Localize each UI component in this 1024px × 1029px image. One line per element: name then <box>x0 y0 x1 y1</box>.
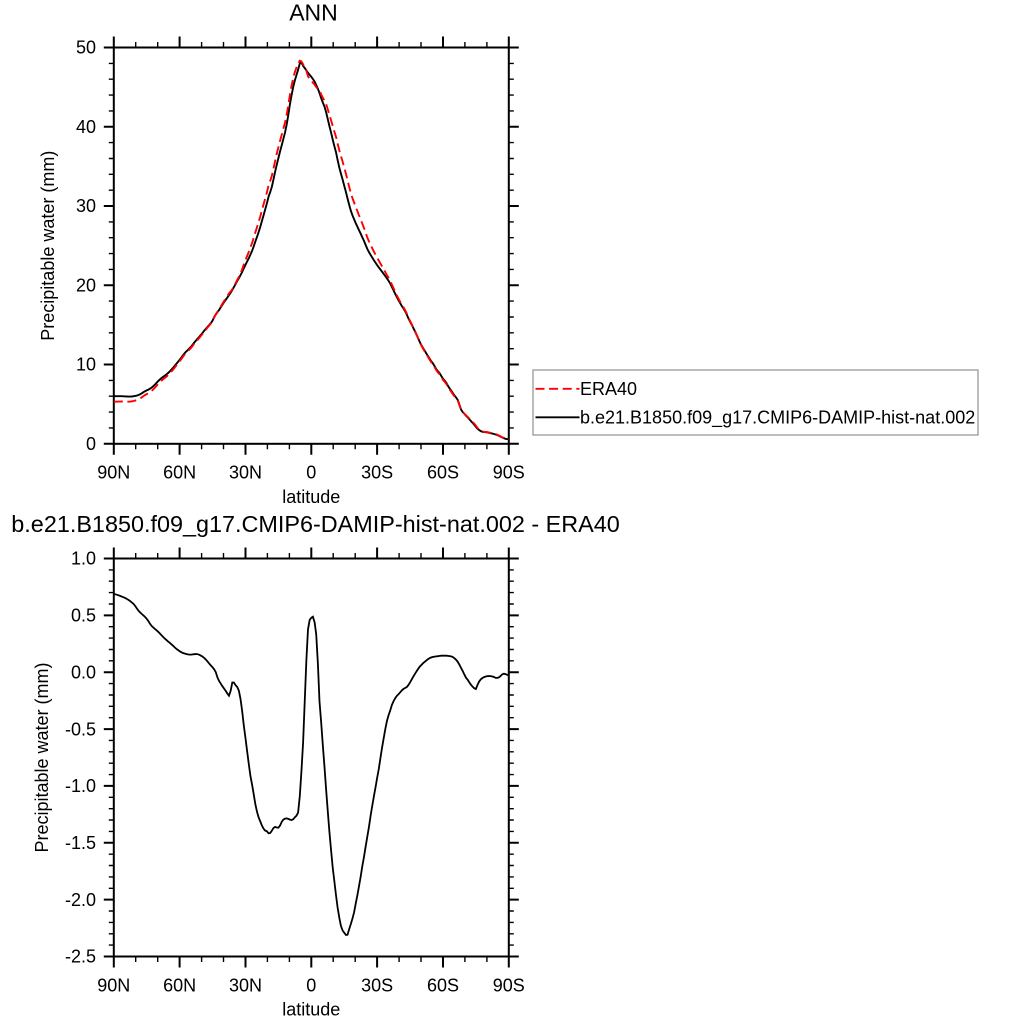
svg-text:40: 40 <box>76 117 96 137</box>
svg-text:60N: 60N <box>163 463 196 483</box>
svg-text:0.0: 0.0 <box>71 662 96 682</box>
svg-text:30N: 30N <box>229 463 262 483</box>
svg-text:50: 50 <box>76 38 96 58</box>
svg-text:1.0: 1.0 <box>71 549 96 569</box>
svg-text:-2.0: -2.0 <box>65 890 96 910</box>
svg-text:b.e21.B1850.f09_g17.CMIP6-DAMI: b.e21.B1850.f09_g17.CMIP6-DAMIP-hist-nat… <box>11 511 620 537</box>
svg-text:60N: 60N <box>163 976 196 996</box>
svg-text:-0.5: -0.5 <box>65 719 96 739</box>
svg-text:90S: 90S <box>493 463 525 483</box>
svg-text:latitude: latitude <box>282 1000 340 1020</box>
svg-text:-2.5: -2.5 <box>65 947 96 967</box>
svg-text:Precipitable water (mm): Precipitable water (mm) <box>38 151 58 341</box>
svg-text:30: 30 <box>76 196 96 216</box>
svg-text:60S: 60S <box>427 463 459 483</box>
svg-text:90N: 90N <box>97 976 130 996</box>
svg-text:-1.5: -1.5 <box>65 833 96 853</box>
svg-text:90N: 90N <box>97 463 130 483</box>
svg-text:30N: 30N <box>229 976 262 996</box>
svg-text:0.5: 0.5 <box>71 606 96 626</box>
svg-text:0: 0 <box>306 463 316 483</box>
svg-text:ERA40: ERA40 <box>580 379 637 399</box>
svg-text:0: 0 <box>306 976 316 996</box>
svg-text:latitude: latitude <box>282 487 340 507</box>
svg-text:60S: 60S <box>427 976 459 996</box>
svg-text:10: 10 <box>76 355 96 375</box>
svg-text:90S: 90S <box>493 976 525 996</box>
svg-text:30S: 30S <box>361 976 393 996</box>
svg-text:20: 20 <box>76 276 96 296</box>
svg-text:0: 0 <box>86 434 96 454</box>
svg-text:b.e21.B1850.f09_g17.CMIP6-DAMI: b.e21.B1850.f09_g17.CMIP6-DAMIP-hist-nat… <box>580 408 975 429</box>
svg-text:30S: 30S <box>361 463 393 483</box>
svg-text:-1.0: -1.0 <box>65 776 96 796</box>
svg-text:ANN: ANN <box>289 0 338 26</box>
svg-text:Precipitable water (mm): Precipitable water (mm) <box>32 662 52 852</box>
